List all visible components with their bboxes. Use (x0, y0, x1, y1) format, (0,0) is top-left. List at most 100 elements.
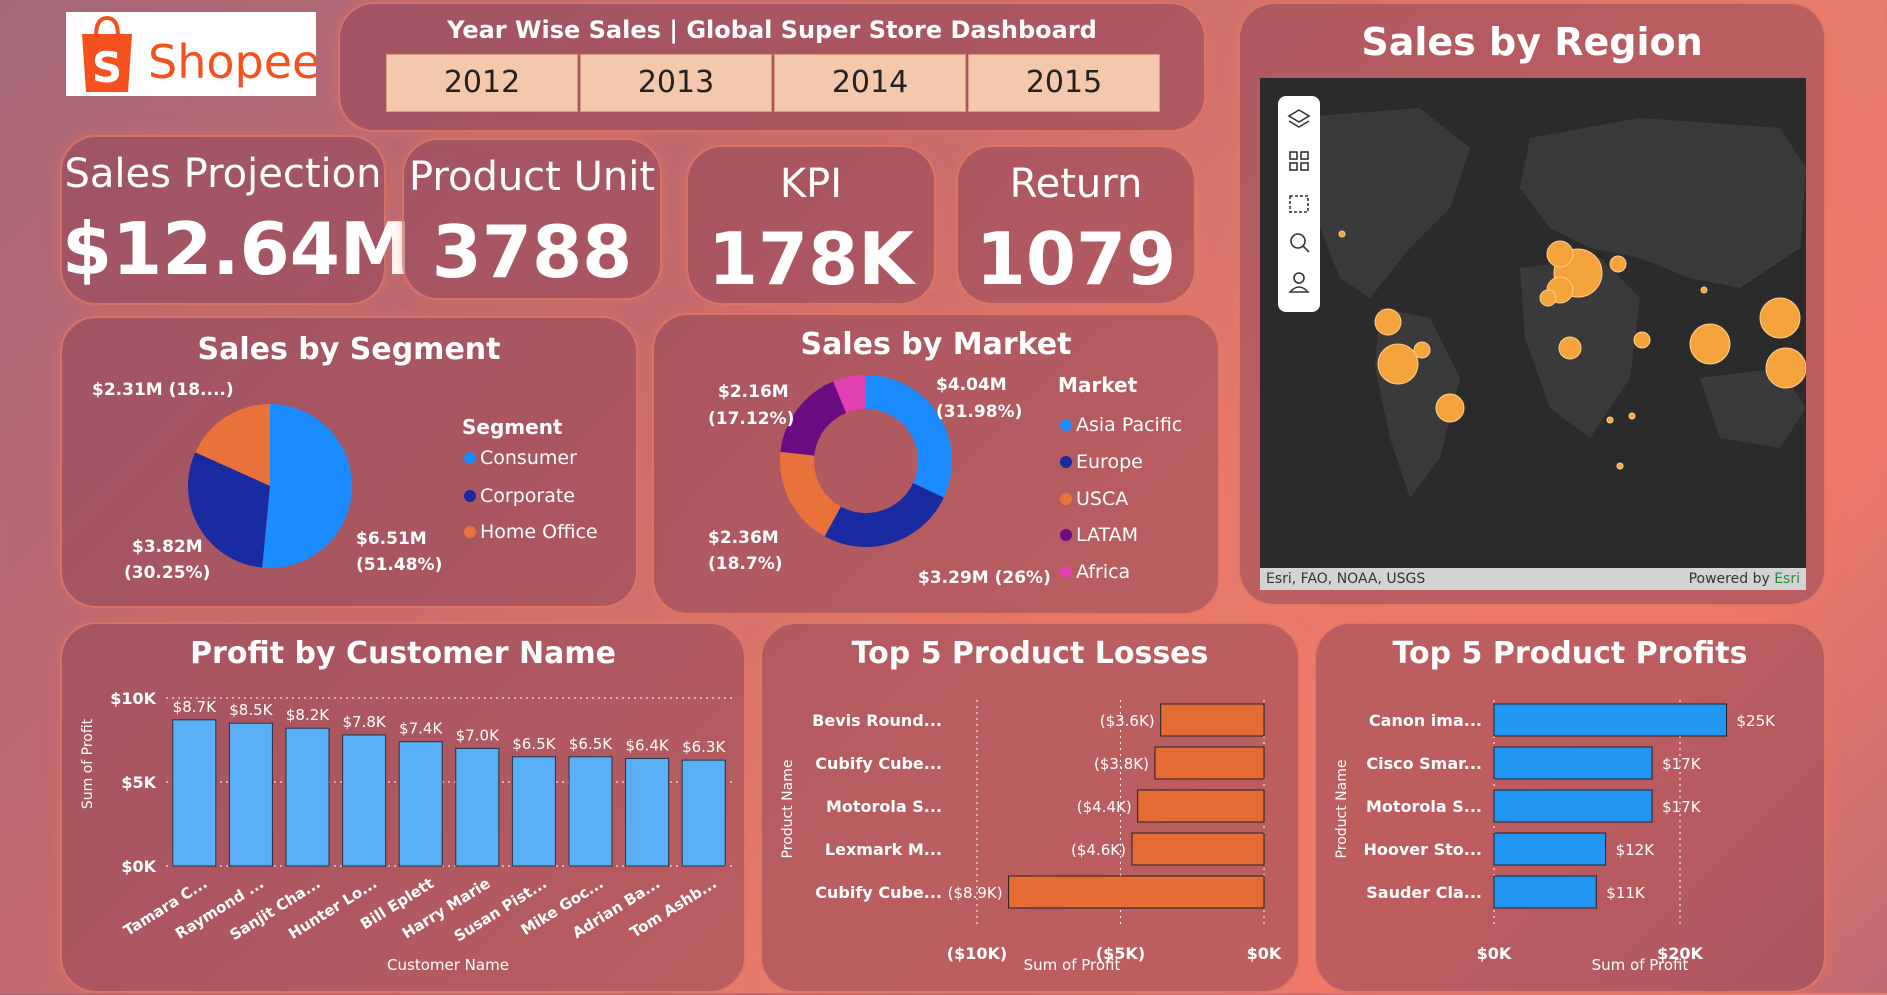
y-tick-label: Motorola S... (826, 797, 942, 816)
slice-asia-pacific (866, 375, 952, 498)
data-label: $17K (1662, 755, 1702, 773)
data-label: $7.8K (342, 713, 386, 731)
y-axis-title: Product Name (780, 760, 796, 859)
legend-item-latam: LATAM (1076, 524, 1138, 546)
data-label: ($3.6K) (1100, 712, 1155, 730)
slice-consumer (262, 404, 353, 568)
bar (1160, 703, 1265, 737)
bar (1154, 746, 1265, 780)
data-label: $8.2K (286, 706, 330, 724)
y-tick-label: Hoover Sto... (1363, 840, 1482, 859)
customer-bar-chart: Sum of Profit Customer Name $10K $5K $0K $8… (80, 689, 732, 974)
bar (1493, 875, 1597, 909)
bar (625, 757, 670, 867)
year-filter-title: Year Wise Sales | Global Super Store Das… (447, 16, 1097, 44)
bar (1493, 746, 1653, 780)
segment-chart-title: Sales by Segment (197, 332, 501, 367)
kpi-card-product-unit: Product Unit 3788 (402, 138, 662, 300)
esri-link[interactable]: Esri (1774, 571, 1800, 587)
svg-text:S: S (92, 43, 122, 92)
data-label: $11K (1606, 884, 1646, 902)
world-map[interactable]: Esri, FAO, NOAA, USGS Powered by Esri (1260, 78, 1806, 590)
year-button-2012[interactable]: 2012 (386, 54, 578, 112)
legend-swatch (464, 452, 476, 464)
x-tick-label: $20K (1657, 944, 1703, 963)
x-axis-title: Sum of Profit (1592, 956, 1689, 974)
legend-item-africa: Africa (1076, 561, 1130, 583)
legend-swatch (464, 526, 476, 538)
kpi-label: Return (1009, 161, 1143, 207)
legend-title: Segment (462, 415, 563, 439)
data-label: $2.16M (718, 382, 789, 402)
y-tick-label: Cubify Cube... (815, 754, 942, 773)
legend-item-consumer: Consumer (480, 447, 577, 469)
map-canvas (1290, 108, 1806, 498)
profits-chart-title: Top 5 Product Profits (1392, 636, 1748, 671)
data-label: $8.7K (173, 698, 217, 716)
data-label: $3.82M (132, 537, 203, 557)
kpi-label: Product Unit (408, 154, 655, 200)
qr-grid-icon (1289, 151, 1309, 171)
data-label: $6.3K (682, 738, 726, 756)
y-tick-label: Cisco Smar... (1366, 754, 1482, 773)
legend-item-usca: USCA (1076, 488, 1128, 510)
data-label: $12K (1616, 841, 1656, 859)
slice-europe (824, 483, 944, 547)
select-rect-icon (1289, 195, 1309, 213)
y-tick-label: Sauder Cla... (1366, 883, 1482, 902)
bar (511, 756, 556, 867)
data-label: $6.51M (356, 529, 427, 549)
legend-item-corporate: Corporate (480, 485, 575, 507)
map-attribution: Esri, FAO, NOAA, USGS (1266, 571, 1426, 587)
legend-item-home-office: Home Office (480, 521, 598, 543)
data-label: $6.5K (569, 735, 613, 753)
kpi-card-return: Return 1079 (956, 145, 1196, 305)
bar (1493, 832, 1607, 866)
year-button-2014[interactable]: 2014 (774, 54, 966, 112)
customer-chart-title: Profit by Customer Name (190, 636, 616, 671)
map-toolbar (1278, 96, 1320, 312)
y-tick-label: Bevis Round... (812, 711, 942, 730)
data-label: $4.04M (936, 375, 1007, 395)
top-losses-panel: Top 5 Product Losses Product Name Sum of… (760, 622, 1300, 993)
losses-chart-title: Top 5 Product Losses (851, 636, 1209, 671)
x-tick-label: $0K (1247, 944, 1282, 963)
data-label: $25K (1737, 712, 1777, 730)
bar (455, 747, 500, 867)
kpi-card-kpi: KPI 178K (686, 145, 936, 305)
sales-by-market-panel: Sales by Market $4.04M (31.98%) $3.29M (… (652, 313, 1220, 615)
sales-by-region-panel: Sales by Region (1238, 2, 1826, 606)
slice-africa (833, 375, 866, 413)
data-label: $7.0K (456, 726, 500, 744)
powered-by: Powered by Esri (1688, 571, 1800, 587)
profit-by-customer-panel: Profit by Customer Name Sum of Profit Cu… (60, 622, 746, 993)
slice-home-office (195, 404, 270, 486)
data-label: $8.5K (229, 701, 273, 719)
shopping-bag-icon: S Shopee (82, 15, 320, 92)
bar (1008, 875, 1265, 909)
kpi-card-sales-projection: Sales Projection $12.64M (60, 135, 412, 305)
y-tick-label: $5K (121, 773, 156, 792)
year-button-2013[interactable]: 2013 (580, 54, 772, 112)
sales-by-segment-panel: Sales by Segment $2.31M (18....) $3.82M … (60, 316, 638, 608)
data-label: (51.48%) (356, 555, 442, 575)
data-label: ($4.4K) (1077, 798, 1132, 816)
bar (568, 756, 613, 867)
region-bubbles (1338, 230, 1806, 470)
losses-bar-chart: Product Name Sum of Profit ($10K) ($5K) $0… (780, 700, 1282, 974)
kpi-label: Sales Projection (64, 151, 382, 197)
legend-swatch (1060, 419, 1072, 431)
y-tick-label: $0K (121, 857, 156, 876)
legend-swatch (1060, 493, 1072, 505)
legend-item-europe: Europe (1076, 451, 1143, 473)
bar (1493, 789, 1653, 823)
data-label: (31.98%) (936, 402, 1022, 422)
person-icon (1288, 272, 1310, 293)
legend-swatch (464, 490, 476, 502)
shopee-logo: S Shopee (66, 12, 320, 96)
bar (228, 722, 273, 867)
y-tick-label: Cubify Cube... (815, 883, 942, 902)
map-title: Sales by Region (1361, 20, 1703, 64)
y-axis-title: Sum of Profit (80, 718, 96, 809)
year-button-2015[interactable]: 2015 (968, 54, 1160, 112)
